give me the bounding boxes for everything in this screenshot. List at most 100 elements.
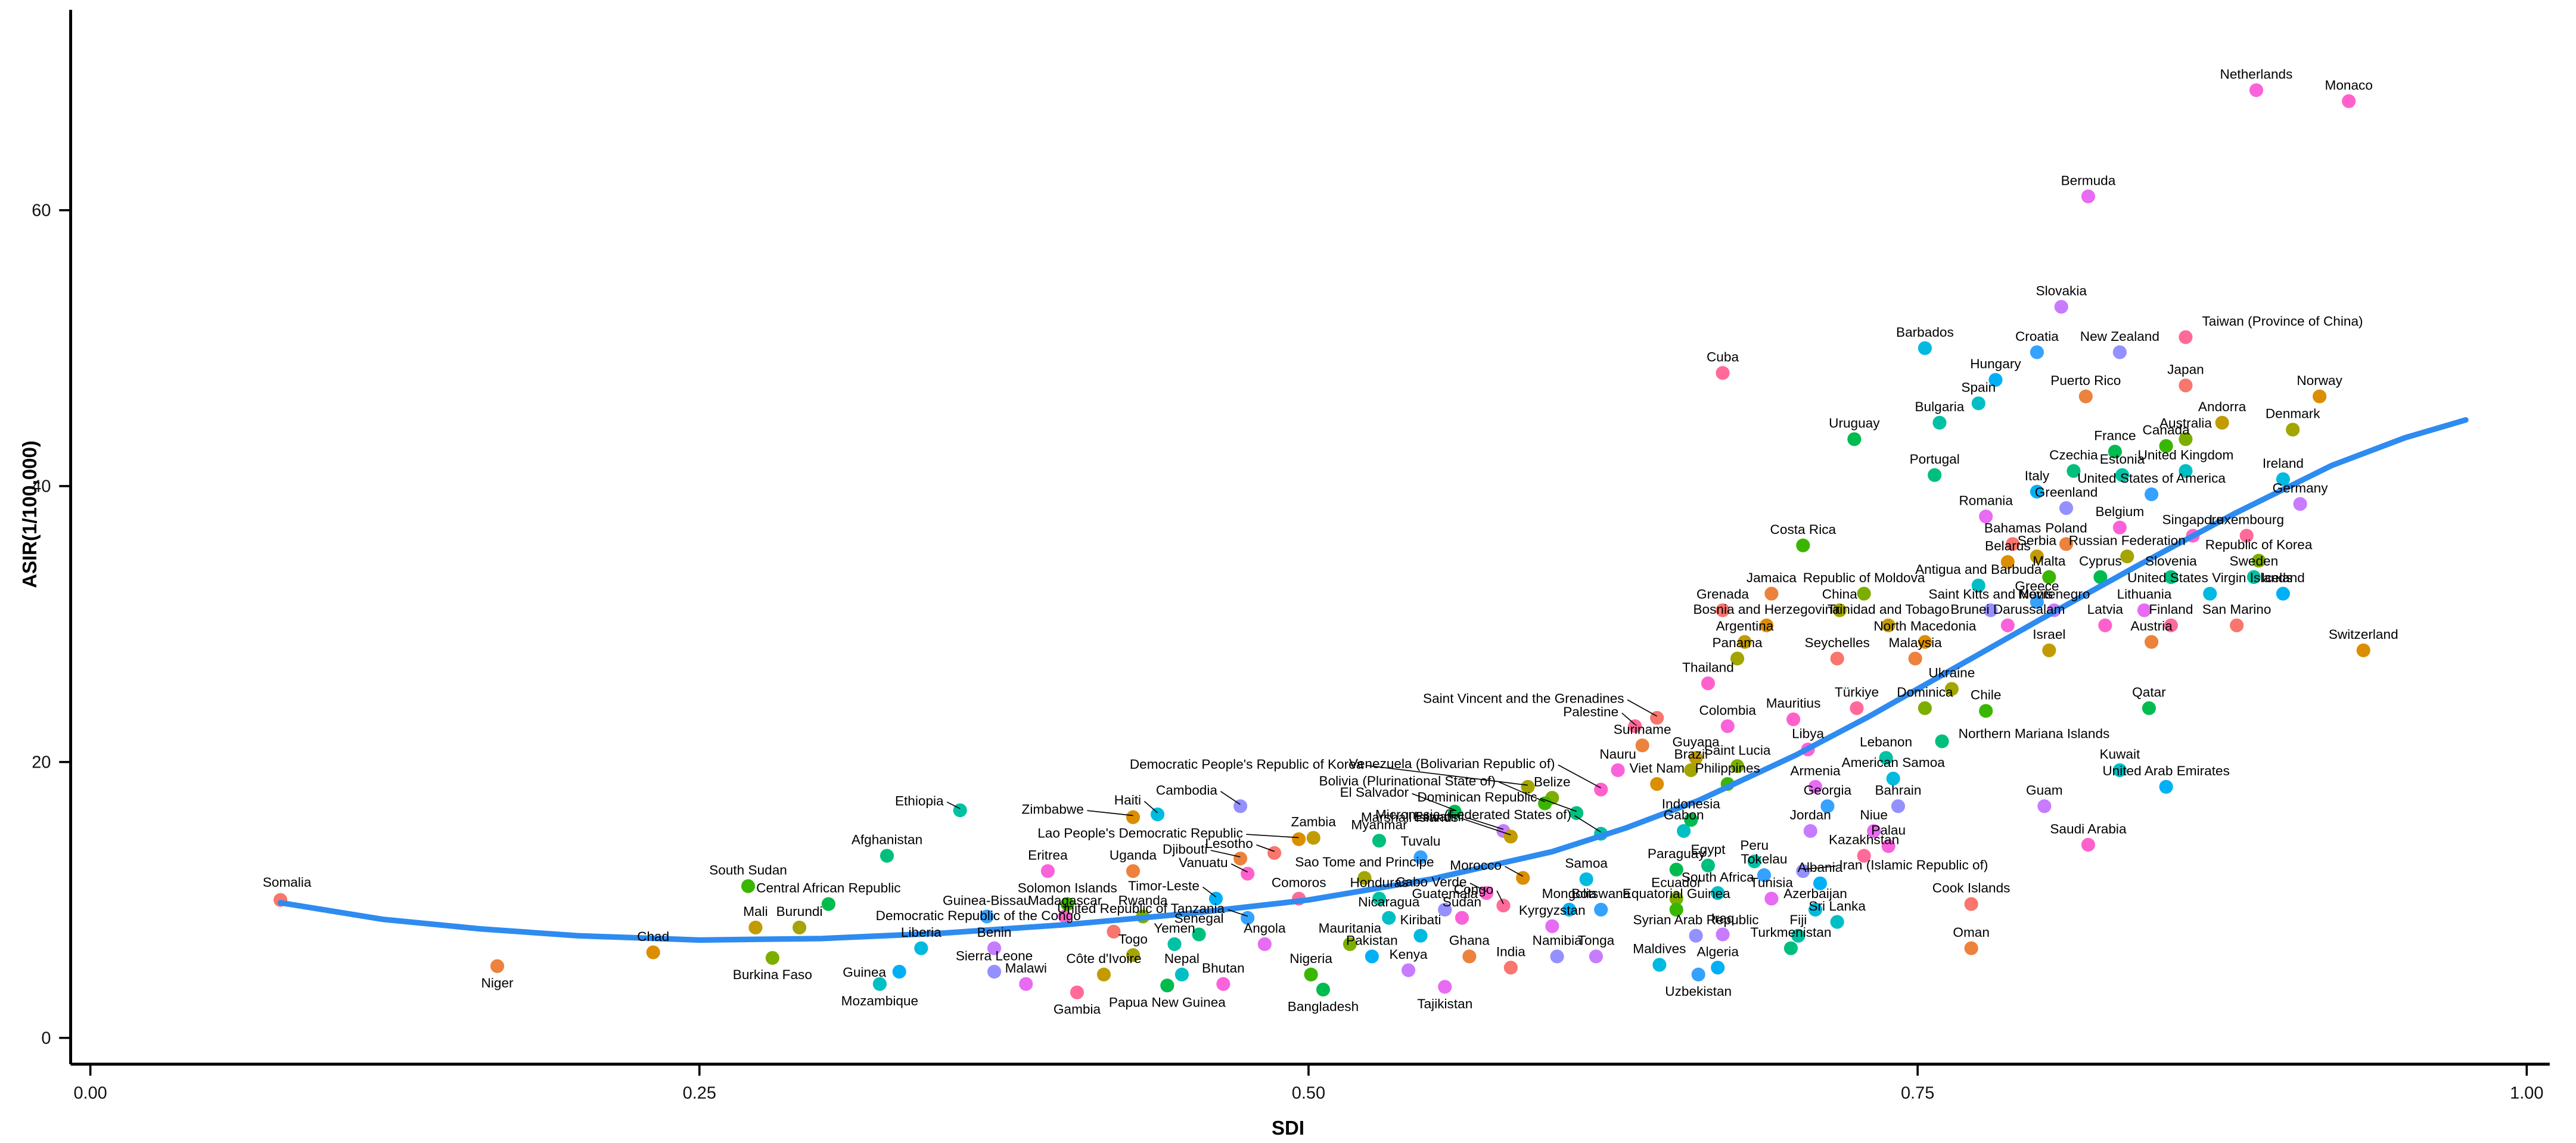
label-leader-line (1246, 834, 1299, 838)
country-label: Türkiye (1835, 685, 1879, 700)
country-label: Armenia (1790, 763, 1841, 778)
data-point (2037, 799, 2052, 813)
country-label: Afghanistan (852, 833, 922, 847)
country-label: Trinidad and Tobago (1828, 602, 1950, 617)
x-tick-label: 0.00 (73, 1084, 107, 1103)
country-label: Malawi (1005, 961, 1047, 976)
data-point (1738, 635, 1752, 649)
country-label: Malta (2033, 554, 2066, 569)
data-point (2030, 595, 2044, 609)
country-label: Gabon (1664, 807, 1704, 822)
data-point (741, 879, 756, 893)
country-label: Chile (1971, 688, 2002, 703)
label-leader-line (1469, 883, 1487, 892)
country-label: Syrian Arab Republic (1633, 912, 1759, 927)
country-label: Guatemala (1412, 886, 1478, 901)
label-leader-line (1621, 712, 1636, 725)
country-label: France (2094, 428, 2136, 443)
country-label: Burundi (776, 904, 823, 919)
data-point (1241, 911, 1255, 925)
data-point (1928, 468, 1942, 482)
country-label: Cook Islands (1932, 881, 2011, 896)
country-label: Cabo Verde (1396, 875, 1466, 890)
data-point (2098, 618, 2112, 632)
data-point (1891, 799, 1906, 813)
country-label: Niger (481, 976, 514, 990)
x-tick-label: 0.75 (1901, 1084, 1934, 1103)
data-point (1126, 864, 1141, 878)
country-label: Argentina (1716, 619, 1774, 633)
label-leader-line (1230, 863, 1248, 873)
data-point (2115, 468, 2130, 482)
data-point (2120, 549, 2134, 564)
label-leader-line (1803, 865, 1837, 870)
labels-layer: Somalia Niger Chad Mali Burundi Burkina Faso S… (263, 67, 2398, 1017)
country-label: United Kingdom (2138, 448, 2234, 462)
data-point (1208, 892, 1223, 906)
data-point (1521, 779, 1535, 794)
label-leader-line (1220, 791, 1241, 805)
country-label: Sweden (2230, 554, 2279, 569)
data-point (1881, 839, 1896, 853)
data-point (2112, 345, 2127, 359)
country-label: Iceland (2261, 570, 2305, 585)
country-label: Greenland (2035, 484, 2098, 499)
data-point (1160, 979, 1174, 993)
data-point (1988, 372, 2003, 387)
country-label: Philippines (1695, 760, 1760, 775)
country-label: Kazakhstan (1829, 833, 1899, 847)
label-leader-line (1143, 800, 1158, 813)
data-point (1820, 799, 1835, 813)
country-label: Fiji (1789, 912, 1807, 927)
data-point (2137, 603, 2152, 617)
country-label: Nigeria (1289, 951, 1332, 966)
data-point (2164, 618, 2178, 632)
country-label: Libya (1792, 726, 1824, 741)
country-label: Kenya (1390, 947, 1428, 962)
country-label: Switzerland (2329, 627, 2398, 642)
data-point (1070, 985, 1085, 999)
label-leader-line (1228, 909, 1248, 917)
data-point (1382, 911, 1396, 925)
x-tick-label: 0.25 (683, 1084, 716, 1103)
data-point (1503, 961, 1518, 975)
data-point (1689, 751, 1703, 765)
data-point (1918, 635, 1932, 649)
country-label: Nauru (1599, 747, 1636, 762)
country-label: Palau (1871, 822, 1906, 837)
country-label: Australia (2159, 416, 2212, 431)
data-point (2179, 378, 2193, 393)
data-point (1783, 941, 1798, 955)
country-label: Montenegro (2018, 587, 2090, 602)
country-label: Uzbekistan (1665, 984, 1732, 999)
data-point (2067, 464, 2081, 478)
x-axis-title: SDI (1271, 1117, 1305, 1139)
country-label: Marshall Islands (1361, 810, 1458, 825)
data-point (2179, 330, 2193, 344)
data-point (2081, 190, 2096, 204)
country-label: Paraguay (1648, 846, 1705, 861)
data-point (1545, 919, 1559, 933)
country-label: Latvia (2087, 602, 2124, 617)
data-point (2145, 635, 2159, 649)
country-label: India (1496, 944, 1525, 959)
data-point (2159, 439, 2173, 454)
label-leader-line (946, 802, 961, 809)
country-label: Malaysia (1889, 635, 1943, 650)
data-point (2276, 586, 2291, 601)
country-label: Denmark (2266, 406, 2320, 421)
country-label: Belarus (1985, 539, 2031, 554)
data-point (2249, 83, 2264, 97)
data-point (1372, 892, 1387, 906)
data-point (2042, 643, 2056, 657)
data-point (2059, 537, 2074, 551)
data-point (1711, 886, 1725, 900)
data-point (2000, 618, 2015, 632)
data-point (1684, 763, 1698, 778)
data-point (2112, 763, 2127, 778)
data-point (1677, 824, 1691, 838)
label-leader-line (1210, 850, 1241, 858)
country-label: Samoa (1565, 856, 1608, 871)
country-label: Cuba (1707, 350, 1739, 365)
